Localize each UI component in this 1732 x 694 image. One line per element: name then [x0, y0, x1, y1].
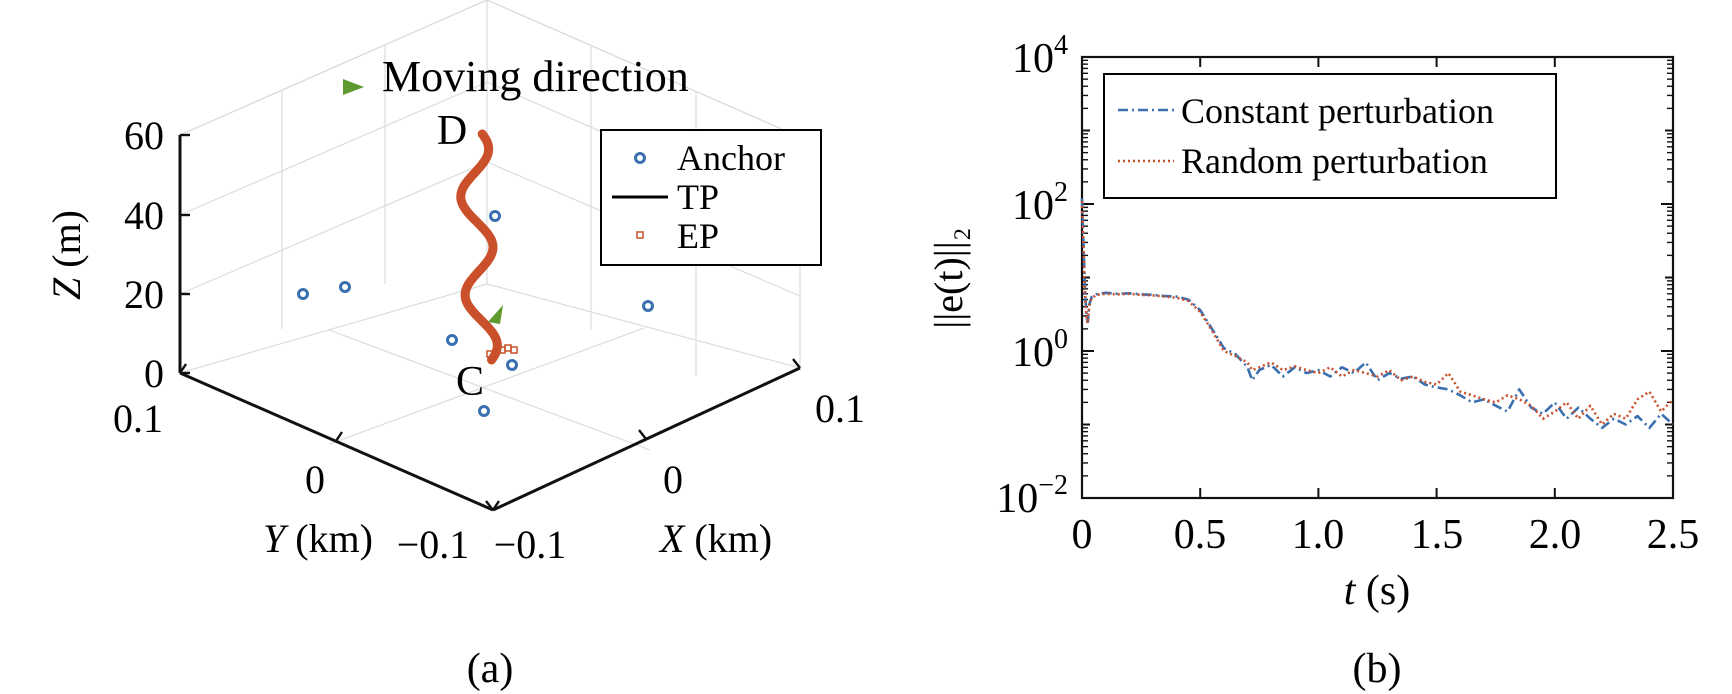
x-tick [638, 429, 647, 440]
y-axis-label: ||e(t)||₂ [926, 227, 971, 328]
moving-direction-icon [343, 79, 364, 95]
y-tick [179, 363, 187, 374]
x-tick-labels: −0.1 0 0.1 [494, 386, 865, 567]
start-point-label: C [456, 359, 484, 405]
ep-markers [486, 344, 518, 358]
y-tick-label: 10−2 [996, 470, 1068, 522]
ep-marker [504, 344, 512, 352]
z-axis-label: Z (m) [44, 210, 89, 300]
x-tick-label: 0 [1072, 512, 1093, 558]
x-tick-label: −0.1 [494, 522, 567, 567]
legend-box [1103, 73, 1557, 199]
z-tick-label: 20 [124, 272, 164, 317]
y-tick-label: −0.1 [397, 522, 470, 567]
legend-tp-label: TP [677, 177, 719, 217]
ep-marker [510, 346, 518, 354]
trajectory [456, 129, 502, 365]
x-tick-label: 0.5 [1174, 512, 1227, 558]
x-axis-label: t (s) [1344, 568, 1411, 614]
z-tick-label: 40 [124, 193, 164, 238]
anchor-marker [478, 405, 490, 417]
panel-b-line-plot: 10−2 100 102 104 0 0.5 1.0 1.5 2.0 2.5 t… [926, 30, 1699, 692]
grid-line [486, 283, 801, 369]
anchor-marker [506, 359, 518, 371]
panel-a-ticks [179, 133, 801, 511]
y-tick-label: 102 [1012, 177, 1068, 229]
z-tick-label: 60 [124, 113, 164, 158]
panel-b-caption: (b) [1353, 646, 1402, 692]
anchor-marker [642, 300, 654, 312]
x-axis-line [492, 366, 801, 512]
x-tick-label: 1.0 [1292, 512, 1345, 558]
legend-anchor-label: Anchor [677, 138, 785, 178]
series-random-perturbation [1080, 200, 1674, 426]
grid-line [329, 327, 645, 445]
anchor-marker [339, 281, 351, 293]
grid-line [179, 0, 801, 138]
y-tick-label: 0 [305, 457, 325, 502]
legend-constant-label: Constant perturbation [1181, 91, 1494, 131]
anchor-marker [489, 210, 501, 222]
anchor-marker [446, 334, 458, 346]
z-tick-label: 0 [144, 351, 164, 396]
x-tick-label: 0.1 [815, 386, 865, 431]
panel-a-3d-plot: 0 20 40 60 0.1 0 −0.1 −0.1 0 0.1 Y (km) … [44, 0, 865, 692]
y-axis-label: Y (km) [263, 516, 373, 561]
y-axis-line [179, 371, 494, 512]
x-tick-labels: 0 0.5 1.0 1.5 2.0 2.5 [1072, 512, 1700, 558]
x-tick [485, 500, 494, 511]
y-tick-labels: 0.1 0 −0.1 [113, 396, 469, 567]
legend-random-label: Random perturbation [1181, 141, 1488, 181]
x-tick-label: 2.5 [1647, 512, 1700, 558]
y-tick-label: 100 [1012, 324, 1068, 376]
moving-direction-arrow [488, 305, 503, 324]
y-tick-label: 0.1 [113, 396, 163, 441]
moving-direction-label: Moving direction [382, 52, 689, 101]
x-tick [792, 358, 801, 369]
panel-a-legend: Anchor TP EP [600, 129, 822, 266]
panel-b-series [1080, 198, 1674, 430]
x-axis-label: X (km) [658, 516, 772, 561]
trajectory-line [456, 129, 502, 365]
panel-b-ticks [1081, 56, 1674, 499]
series-constant-perturbation [1080, 198, 1674, 430]
y-tick [492, 500, 500, 511]
end-point-label: D [437, 108, 467, 154]
legend-ep-marker [636, 231, 644, 239]
panel-a-axes [178, 135, 801, 512]
grid-line [179, 283, 488, 374]
y-tick-labels: 10−2 100 102 104 [996, 30, 1068, 522]
panel-b-legend: Constant perturbation Random perturbatio… [1103, 73, 1557, 199]
y-tick-label: 104 [1012, 30, 1068, 82]
x-tick-label: 0 [663, 457, 683, 502]
z-tick-labels: 0 20 40 60 [124, 113, 164, 396]
x-tick-label: 1.5 [1411, 512, 1464, 558]
y-tick [335, 431, 343, 442]
anchor-marker [297, 288, 309, 300]
legend-anchor-marker [634, 152, 646, 164]
x-tick-label: 2.0 [1529, 512, 1582, 558]
anchor-markers [297, 210, 654, 417]
panel-a-caption: (a) [467, 646, 514, 692]
grid-line [328, 329, 651, 451]
legend-ep-label: EP [677, 216, 719, 256]
